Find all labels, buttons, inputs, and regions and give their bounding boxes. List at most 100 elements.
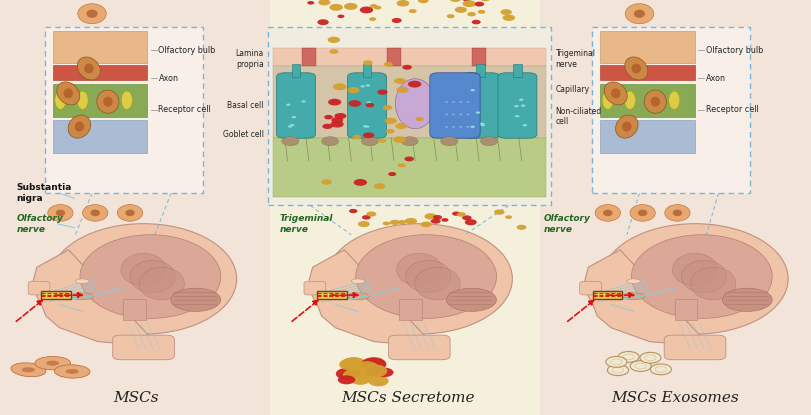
Circle shape [329, 49, 338, 54]
Circle shape [352, 135, 361, 139]
Circle shape [402, 65, 412, 70]
Circle shape [368, 376, 388, 386]
Circle shape [606, 356, 627, 367]
Circle shape [408, 81, 422, 88]
Bar [540, 0, 811, 415]
Circle shape [397, 87, 409, 93]
Ellipse shape [638, 210, 647, 216]
Circle shape [318, 0, 330, 5]
Ellipse shape [397, 253, 442, 286]
Ellipse shape [602, 224, 788, 334]
Text: Axon: Axon [158, 74, 178, 83]
Ellipse shape [603, 91, 613, 109]
Ellipse shape [603, 210, 612, 216]
Bar [0, 0, 271, 415]
Circle shape [618, 352, 639, 362]
Ellipse shape [50, 224, 237, 334]
Circle shape [321, 179, 332, 185]
Text: Lamina
propria: Lamina propria [235, 49, 264, 69]
Circle shape [397, 163, 406, 167]
Circle shape [343, 369, 366, 381]
Circle shape [339, 358, 363, 371]
Bar [600, 65, 695, 80]
Circle shape [393, 136, 406, 143]
Bar [268, 27, 551, 205]
Circle shape [466, 114, 470, 115]
Circle shape [361, 358, 386, 371]
FancyBboxPatch shape [388, 335, 450, 360]
Circle shape [476, 112, 480, 114]
Ellipse shape [80, 235, 221, 318]
Circle shape [461, 0, 471, 1]
Ellipse shape [130, 260, 175, 293]
Bar [600, 31, 695, 63]
Circle shape [457, 212, 466, 217]
Text: Receptor cell: Receptor cell [158, 105, 211, 115]
Ellipse shape [78, 4, 106, 24]
Text: Olfactory bulb: Olfactory bulb [158, 46, 216, 55]
Circle shape [519, 99, 523, 101]
Circle shape [444, 101, 448, 103]
Circle shape [358, 368, 380, 379]
Ellipse shape [46, 361, 59, 366]
Ellipse shape [22, 367, 35, 372]
Circle shape [452, 212, 461, 216]
Circle shape [349, 100, 361, 107]
Circle shape [362, 215, 371, 220]
Ellipse shape [11, 363, 45, 377]
FancyBboxPatch shape [498, 73, 537, 138]
Circle shape [367, 212, 376, 217]
Bar [53, 84, 148, 117]
Bar [41, 291, 71, 299]
Circle shape [455, 7, 467, 13]
Text: Goblet cell: Goblet cell [222, 129, 264, 139]
Circle shape [375, 368, 393, 377]
Circle shape [441, 218, 448, 222]
Circle shape [370, 4, 377, 8]
Circle shape [521, 105, 526, 107]
Bar [476, 64, 485, 77]
Bar [472, 49, 487, 66]
Circle shape [343, 366, 360, 374]
Circle shape [421, 222, 431, 227]
FancyBboxPatch shape [664, 335, 726, 360]
FancyBboxPatch shape [461, 73, 500, 138]
Ellipse shape [75, 122, 84, 132]
Ellipse shape [646, 91, 658, 109]
Circle shape [344, 3, 358, 10]
Bar [53, 31, 148, 63]
Circle shape [515, 115, 520, 117]
Circle shape [366, 103, 375, 107]
Text: Trigeminal
nerve: Trigeminal nerve [556, 49, 595, 69]
Ellipse shape [690, 267, 736, 300]
Circle shape [470, 126, 475, 128]
Ellipse shape [441, 137, 457, 146]
Ellipse shape [75, 279, 89, 283]
Ellipse shape [401, 137, 418, 146]
Text: MSCs Exosomes: MSCs Exosomes [611, 391, 740, 405]
Bar [675, 299, 697, 320]
Ellipse shape [624, 57, 648, 80]
Ellipse shape [681, 260, 727, 293]
Ellipse shape [84, 63, 93, 73]
Text: Capillary: Capillary [556, 85, 590, 94]
Circle shape [392, 18, 401, 23]
Bar [302, 49, 316, 66]
Bar [273, 49, 546, 66]
Text: Basal cell: Basal cell [227, 101, 264, 110]
Ellipse shape [99, 91, 110, 109]
Circle shape [354, 179, 367, 186]
Ellipse shape [35, 356, 71, 370]
Ellipse shape [406, 260, 451, 293]
Circle shape [292, 116, 296, 118]
Circle shape [328, 99, 341, 105]
Ellipse shape [346, 293, 369, 300]
Circle shape [333, 83, 346, 90]
FancyBboxPatch shape [430, 73, 480, 138]
Circle shape [630, 361, 651, 371]
Circle shape [505, 215, 512, 219]
Circle shape [405, 156, 414, 161]
Bar [292, 64, 300, 77]
Circle shape [480, 0, 491, 1]
Ellipse shape [171, 288, 221, 311]
